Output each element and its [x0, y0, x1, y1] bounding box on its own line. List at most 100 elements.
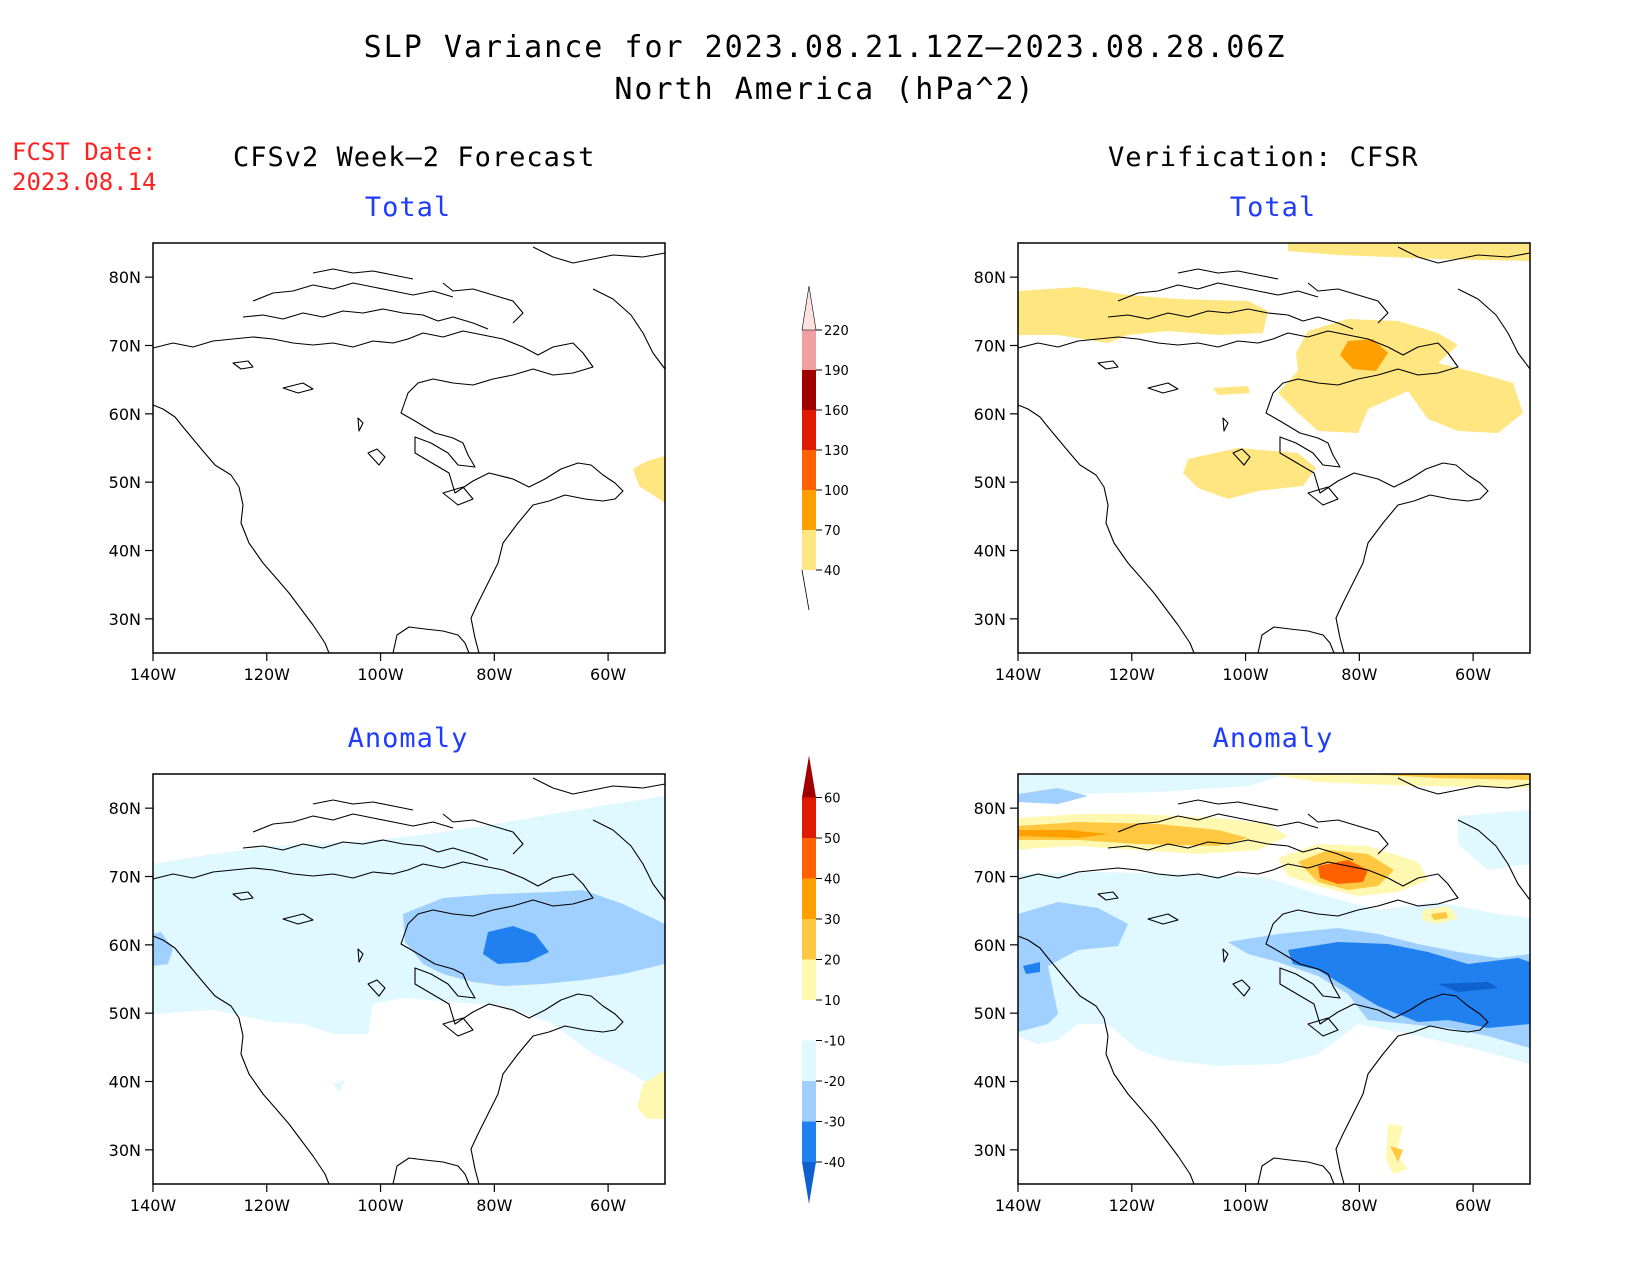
coastline-segment [367, 448, 386, 466]
coastline-segment [152, 404, 330, 654]
anomaly-shading [153, 796, 665, 1119]
lon-tick-label: 80W [476, 665, 512, 684]
lon-tick-label: 140W [995, 665, 1042, 684]
coastline [152, 246, 666, 654]
coastline-segment [392, 1157, 470, 1185]
anomaly-shading [1018, 774, 1530, 1174]
colorbar-swatch [802, 530, 816, 570]
axes: 80N 70N 60N 50N 40N 30N 140W 120W 100W 80W 60W [109, 268, 627, 684]
verification-anomaly-map: 80N 70N 60N 50N 40N 30N 140W 120W 100W 80W 60W [974, 773, 1531, 1215]
colorbar-swatch [802, 450, 816, 490]
colorbar-swatch [802, 1000, 816, 1041]
lon-tick-label: 140W [130, 665, 177, 684]
colorbar-label: -20 [824, 1075, 845, 1090]
colorbar-bottom-tip [801, 569, 810, 611]
colorbar-swatch [802, 370, 816, 410]
coastline-segment [1257, 1157, 1335, 1185]
fcst-date-value: 2023.08.14 [12, 168, 157, 196]
lat-tick-label: 60N [109, 936, 141, 955]
lat-tick-label: 70N [974, 337, 1006, 356]
lon-tick-label: 120W [244, 665, 291, 684]
coastline-segment [1397, 246, 1531, 264]
lat-tick-label: 60N [974, 936, 1006, 955]
coastline-segment [1307, 282, 1389, 324]
colorbar-swatch [802, 490, 816, 530]
lat-tick-label: 50N [974, 1004, 1006, 1023]
coastline-segment [152, 330, 624, 654]
coastline-segment [1232, 979, 1251, 997]
lat-tick-label: 80N [109, 268, 141, 287]
verification-anomaly-title: Anomaly [1212, 723, 1334, 754]
colorbar-swatch [802, 755, 816, 798]
colorbar-label: 20 [824, 954, 841, 969]
coastline-segment [1017, 330, 1489, 654]
verification-total-map: 80N 70N 60N 50N 40N 30N 140W 120W 100W 80W 60W [974, 242, 1531, 684]
coastline-segment [592, 819, 666, 901]
lon-tick-label: 60W [1455, 1196, 1491, 1215]
lon-tick-label: 100W [357, 665, 404, 684]
coastline-segment [1232, 448, 1251, 466]
coastline-segment [392, 626, 470, 654]
colorbar-label: 130 [824, 444, 849, 459]
forecast-anomaly-map: 80N 70N 60N 50N 40N 30N 140W 120W 100W 80W 60W [109, 773, 666, 1215]
coastline-segment [252, 282, 454, 302]
lat-tick-label: 30N [974, 610, 1006, 629]
coastline-segment [232, 360, 254, 370]
coastline-segment [442, 813, 524, 855]
axes: 80N 70N 60N 50N 40N 30N 140W 120W 100W 80W 60W [109, 799, 627, 1215]
coastline [1017, 246, 1531, 654]
lat-tick-label: 80N [974, 268, 1006, 287]
colorbar-label: 40 [824, 564, 841, 579]
coastline-segment [242, 839, 489, 861]
colorbar-swatch [802, 959, 816, 1000]
lat-tick-label: 30N [974, 1141, 1006, 1160]
map-frame [152, 242, 666, 654]
lat-tick-label: 70N [109, 337, 141, 356]
colorbar-label: 30 [824, 913, 841, 928]
lat-tick-label: 70N [109, 868, 141, 887]
coastline-segment [1107, 308, 1354, 330]
lon-tick-label: 100W [357, 1196, 404, 1215]
colorbar-swatch [802, 1081, 816, 1122]
lon-tick-label: 100W [1222, 1196, 1269, 1215]
colorbar-label: 160 [824, 404, 849, 419]
coastline-segment [442, 1017, 474, 1037]
coastline-segment [1097, 891, 1119, 901]
axes: 80N 70N 60N 50N 40N 30N 140W 120W 100W 80W 60W [974, 268, 1492, 684]
colorbar-swatch [802, 1040, 816, 1081]
colorbar-label: 190 [824, 364, 849, 379]
coastline-segment [357, 417, 364, 432]
colorbar-label: 220 [824, 324, 849, 339]
forecast-column-title: CFSv2 Week–2 Forecast [233, 142, 596, 173]
coastline [152, 777, 666, 1185]
coastline-segment [242, 308, 489, 330]
lon-tick-label: 60W [1455, 665, 1491, 684]
forecast-anomaly-title: Anomaly [347, 723, 469, 754]
map-frame [1017, 773, 1531, 1185]
map-frame [1017, 242, 1531, 654]
lat-tick-label: 50N [974, 473, 1006, 492]
lat-tick-label: 50N [109, 1004, 141, 1023]
variance-shading [633, 456, 665, 503]
coastline-segment [282, 382, 314, 394]
coastline-segment [282, 913, 314, 925]
lat-tick-label: 40N [974, 542, 1006, 561]
main-title: SLP Variance for 2023.08.21.12Z–2023.08.… [363, 30, 1287, 65]
coastline-segment [442, 282, 524, 324]
coastline-segment [1017, 935, 1195, 1185]
colorbar-swatch [802, 878, 816, 919]
forecast-total-title: Total [364, 192, 452, 223]
colorbar-swatch [802, 330, 816, 370]
coastline-segment [1097, 360, 1119, 370]
colorbar-label: -40 [824, 1156, 845, 1171]
colorbar-label: 10 [824, 994, 841, 1009]
colorbar-swatch [802, 410, 816, 450]
lat-tick-label: 40N [109, 542, 141, 561]
coastline-segment [442, 486, 474, 506]
coastline-segment [357, 948, 364, 963]
lat-tick-label: 70N [974, 868, 1006, 887]
coastline-segment [232, 891, 254, 901]
lon-tick-label: 100W [1222, 665, 1269, 684]
fcst-date-label: FCST Date: [12, 138, 157, 166]
coastline [1017, 777, 1531, 1185]
